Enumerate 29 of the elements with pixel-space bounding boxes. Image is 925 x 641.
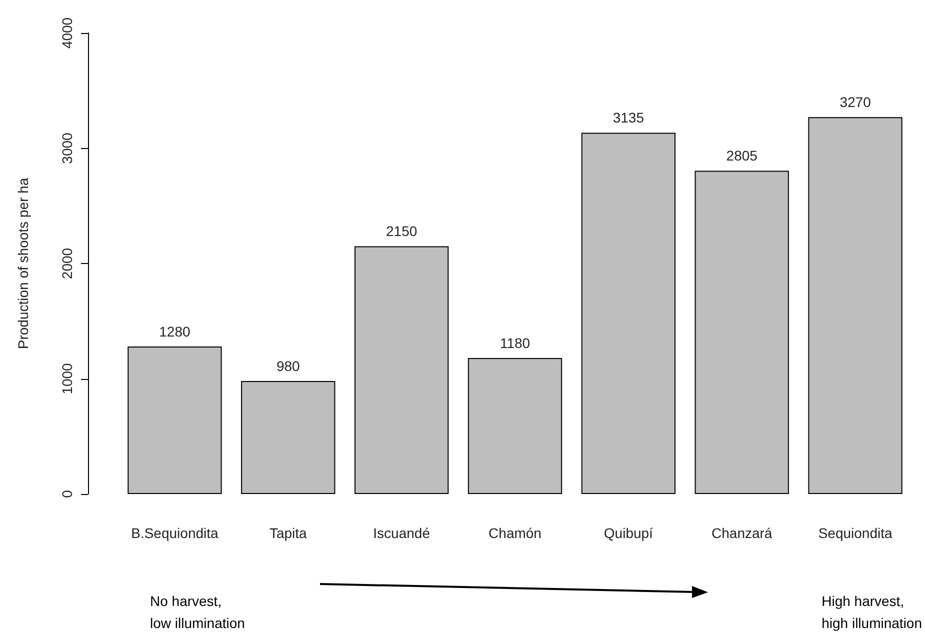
y-tick-label: 2000: [59, 248, 75, 280]
data-label: 2805: [726, 148, 758, 164]
y-tick-label: 1000: [59, 362, 75, 394]
y-tick-label: 4000: [59, 17, 75, 49]
y-tick-label: 0: [59, 490, 75, 498]
y-axis-title: Production of shoots per ha: [15, 178, 31, 350]
x-tick-label: Chanzará: [712, 525, 772, 541]
x-tick-label: Sequiondita: [818, 525, 892, 541]
x-tick-label: Chamón: [488, 525, 542, 541]
data-label: 1180: [500, 335, 530, 352]
x-tick-label: Quibupí: [604, 525, 654, 541]
text: No harvest, low illumination: [150, 593, 245, 631]
data-label: 2150: [386, 223, 418, 240]
data-label: 3270: [840, 94, 872, 110]
bar: [354, 246, 449, 494]
x-tick-label: Tapita: [269, 525, 308, 541]
bar: [468, 358, 562, 494]
bar: [808, 117, 902, 494]
data-label: 980: [276, 358, 300, 374]
x-tick-label: Iscuandé: [373, 525, 430, 541]
x-tick-label: B.Sequiondita: [131, 525, 219, 541]
bar: [128, 346, 222, 494]
data-label: 3135: [612, 110, 644, 126]
text: High harvest, high illumination: [822, 593, 922, 631]
bar: [241, 381, 336, 494]
bar: [694, 170, 789, 494]
bar: [581, 132, 676, 494]
y-tick-label: 3000: [59, 132, 75, 164]
data-label: 1280: [159, 323, 190, 340]
